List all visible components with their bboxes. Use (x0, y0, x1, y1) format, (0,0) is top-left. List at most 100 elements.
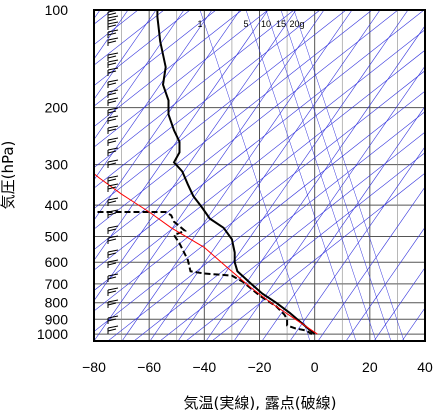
wind-barb-flag (107, 197, 119, 201)
wind-barb-flag (107, 97, 119, 101)
wind-barb (107, 137, 119, 146)
wind-barb-flag (107, 325, 119, 329)
y-tick-label: 500 (45, 229, 69, 245)
wind-barb-flag (107, 62, 117, 66)
wind-barb (107, 125, 119, 134)
isotherm-line (94, 10, 269, 261)
mixing-ratio-label: 5 (243, 19, 248, 29)
wind-barb (107, 52, 119, 61)
adiabat-line (94, 10, 399, 250)
wind-barb (107, 59, 119, 68)
wind-barb-flag (107, 110, 117, 114)
wind-barb-flag (107, 252, 117, 256)
wind-barb-flag (107, 212, 117, 216)
wind-barb (107, 15, 119, 24)
adiabat-line (159, 131, 425, 341)
wind-barb-flag (107, 15, 119, 19)
adiabat-line (94, 70, 425, 332)
wind-barb (107, 259, 119, 268)
wind-barb (107, 29, 119, 38)
wind-barb-flag (107, 100, 117, 104)
wind-barb-flag (107, 89, 119, 93)
series-line-0 (156, 10, 316, 335)
wind-barb-flag (107, 79, 119, 83)
isotherm-line (317, 186, 425, 341)
wind-barb-flag (107, 259, 119, 263)
isotherm-line (261, 105, 425, 341)
isotherm-line (289, 146, 425, 341)
wind-barb (107, 299, 119, 308)
wind-barb-flag (107, 128, 117, 132)
mixing-ratio-line (245, 10, 357, 341)
isotherm-line (177, 10, 409, 341)
wind-barb-flag (107, 147, 119, 151)
wind-barb (107, 287, 119, 296)
y-tick-label: 700 (45, 276, 69, 292)
mixing-ratio-line (199, 10, 311, 341)
x-axis-title: 気温(実線), 露点(破線) (184, 394, 337, 412)
adiabat-line (94, 10, 295, 169)
wind-barb-flag (107, 209, 119, 213)
mixing-ratio-line (280, 10, 392, 341)
wind-barb-flag (107, 290, 117, 294)
mixing-ratio-label: 1 (197, 19, 202, 29)
mixing-ratio-line (293, 10, 405, 341)
wind-barb (107, 315, 119, 324)
wind-barb (107, 183, 119, 192)
x-tick-label: 40 (417, 359, 433, 375)
wind-barb-flag (107, 186, 117, 190)
series-line-2 (94, 173, 318, 335)
adiabat-line (185, 152, 425, 341)
x-tick-label: 20 (362, 359, 378, 375)
series-layer (94, 10, 318, 335)
wind-barb-flag (107, 150, 117, 154)
wind-barb-flag (107, 115, 119, 119)
wind-barb (107, 197, 119, 206)
wind-barb (107, 37, 119, 46)
wind-barb (107, 107, 119, 116)
x-tick-label: −80 (82, 359, 106, 375)
wind-barb-flag (107, 302, 117, 306)
wind-barb-flag (107, 12, 117, 16)
wind-barb-flag (107, 262, 117, 266)
wind-barb-flag (107, 67, 119, 71)
wind-barb-flag (107, 37, 119, 41)
wind-barb-flag (107, 92, 117, 96)
y-tick-label: 400 (45, 197, 69, 213)
wind-barb-flag (107, 40, 117, 44)
y-tick-label: 100 (45, 2, 69, 18)
wind-barb (107, 175, 119, 184)
adiabat-line (94, 10, 243, 128)
wind-barb-flag (107, 178, 117, 182)
wind-barb-flag (107, 238, 117, 242)
guide-lines (94, 10, 425, 341)
adiabat-line (133, 111, 425, 341)
wind-barb-flag (107, 228, 117, 232)
wind-barb (107, 147, 119, 156)
x-tick-label: 0 (311, 359, 319, 375)
wind-barb (107, 21, 119, 30)
isotherm-line (121, 10, 353, 341)
wind-barb-flag (107, 82, 117, 86)
wind-barb-flag (107, 328, 117, 332)
y-tick-label: 1000 (37, 326, 68, 342)
wind-barb-flag (107, 70, 117, 74)
isotherm-line (94, 10, 157, 100)
wind-barb-flag (107, 315, 119, 319)
wind-barb (107, 115, 119, 124)
wind-barb (107, 225, 119, 234)
adiabat-line (94, 29, 425, 291)
wind-barb-flag (107, 183, 119, 187)
mixing-ratio-label: 20g (289, 19, 304, 29)
y-tick-label: 900 (45, 311, 69, 327)
adiabat-line (107, 90, 425, 341)
tick-layer: −80 −60 −40 −20 0 20 40 100 200 300 400 500 600 700 80… (37, 2, 433, 375)
wind-barb-flag (107, 107, 119, 111)
wind-barb-flag (107, 29, 119, 33)
wind-barb (107, 159, 119, 168)
wind-barb (107, 325, 119, 334)
isotherm-line (345, 226, 425, 341)
wind-barb-flag (107, 318, 117, 322)
